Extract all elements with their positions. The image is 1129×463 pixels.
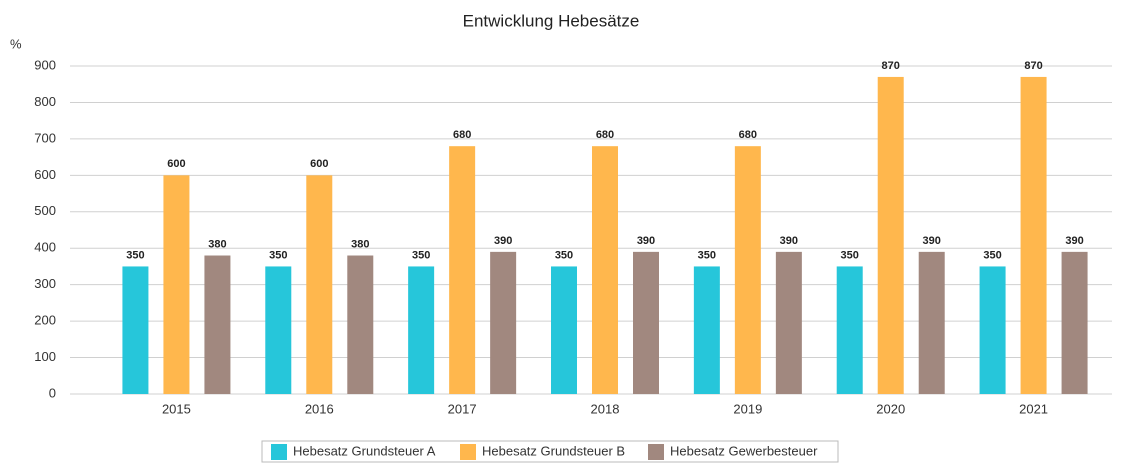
bar	[836, 266, 863, 394]
y-tick-label: 500	[34, 203, 56, 218]
bar	[1061, 251, 1088, 394]
x-tick-label: 2015	[162, 401, 191, 416]
x-tick-label: 2021	[1019, 401, 1048, 416]
value-label: 390	[1065, 235, 1083, 247]
x-tick-label: 2018	[591, 401, 620, 416]
bar	[551, 266, 577, 394]
value-label: 380	[208, 238, 226, 250]
legend-label: Hebesatz Gewerbesteuer	[670, 443, 818, 458]
value-label: 350	[555, 249, 573, 261]
bar	[693, 266, 720, 394]
bar	[592, 146, 618, 394]
value-label: 680	[596, 129, 614, 141]
bar	[449, 146, 476, 394]
y-tick-label: 700	[34, 130, 56, 145]
value-label: 350	[983, 249, 1001, 261]
y-tick-label: 300	[34, 276, 56, 291]
value-label: 350	[269, 249, 287, 261]
value-label: 600	[167, 158, 185, 170]
y-tick-label: 800	[34, 94, 56, 109]
legend-swatch	[648, 444, 664, 460]
y-tick-label: 100	[34, 349, 56, 364]
bar	[122, 266, 149, 394]
y-tick-label: 0	[49, 385, 56, 400]
bar	[1020, 76, 1047, 394]
x-tick-label: 2019	[733, 401, 762, 416]
y-tick-label: 600	[34, 167, 56, 182]
bar	[979, 266, 1006, 394]
bar	[633, 251, 659, 394]
bar	[918, 251, 945, 394]
y-tick-label: 200	[34, 313, 56, 328]
value-label: 870	[882, 60, 900, 72]
bar	[877, 76, 904, 394]
bar	[490, 251, 517, 394]
value-label: 680	[453, 129, 471, 141]
value-label: 350	[126, 249, 144, 261]
legend-box	[261, 440, 839, 463]
bar	[163, 175, 190, 394]
legend-swatch	[460, 444, 476, 460]
bar	[775, 251, 802, 394]
value-label: 390	[494, 235, 512, 247]
bar	[347, 255, 374, 394]
value-label: 380	[351, 238, 369, 250]
bar	[408, 266, 435, 394]
value-label: 600	[310, 158, 328, 170]
value-label: 390	[923, 235, 941, 247]
bar	[306, 175, 333, 394]
x-tick-label: 2016	[305, 401, 334, 416]
bar	[734, 146, 761, 394]
value-label: 870	[1024, 60, 1042, 72]
value-label: 350	[412, 249, 430, 261]
legend-swatch	[271, 444, 287, 460]
y-axis-label: %	[10, 36, 22, 51]
value-label: 390	[637, 235, 655, 247]
bar	[204, 255, 231, 394]
legend-label: Hebesatz Grundsteuer B	[482, 443, 625, 458]
chart-title: Entwicklung Hebesätze	[463, 11, 640, 30]
legend-label: Hebesatz Grundsteuer A	[293, 443, 436, 458]
value-label: 680	[739, 129, 757, 141]
bar	[265, 266, 292, 394]
y-tick-label: 400	[34, 240, 56, 255]
y-tick-label: 900	[34, 57, 56, 72]
value-label: 390	[780, 235, 798, 247]
x-tick-label: 2017	[448, 401, 477, 416]
value-label: 350	[698, 249, 716, 261]
value-label: 350	[841, 249, 859, 261]
x-tick-label: 2020	[876, 401, 905, 416]
